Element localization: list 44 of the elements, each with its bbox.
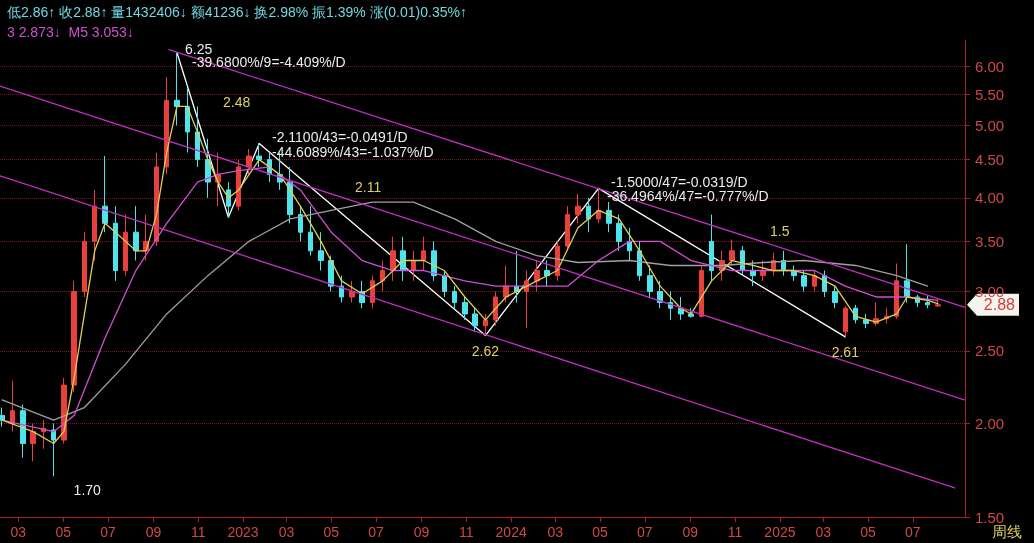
annotation: -2.1100/43=-0.0491/D bbox=[272, 129, 408, 145]
chart-title: 低2.86↑ 收2.88↑ 量1432406↓ 额41236↓ 换2.98% 振1.39% 涨(0.01)0.35%↑ bbox=[7, 4, 467, 20]
x-tick-label: 05 bbox=[55, 524, 72, 540]
annotation: -1.5000/47=-0.0319/D bbox=[611, 174, 748, 190]
annotation: 2.48 bbox=[223, 94, 251, 110]
y-tick-label: 4.50 bbox=[975, 151, 1005, 169]
y-tick-label: 5.50 bbox=[975, 85, 1005, 103]
x-tick-label: 2024 bbox=[495, 524, 527, 540]
annotation: 6.25 bbox=[184, 40, 213, 57]
x-tick-label: 07 bbox=[368, 524, 385, 540]
text: 周线 bbox=[992, 523, 1022, 540]
x-tick-label: 09 bbox=[413, 524, 430, 540]
x-tick-label: 11 bbox=[191, 524, 206, 540]
annotation: -44.6089%/43=-1.037%/D bbox=[272, 144, 434, 160]
x-tick-label: 2023 bbox=[227, 524, 259, 540]
y-tick-label: 6.00 bbox=[975, 57, 1005, 75]
x-tick-label: 11 bbox=[459, 524, 474, 540]
x-tick-label: 05 bbox=[592, 524, 608, 540]
y-tick-label: 4.00 bbox=[975, 189, 1005, 207]
x-tick-label: 03 bbox=[547, 524, 564, 540]
x-tick-label: 11 bbox=[727, 524, 743, 540]
annotation: 1.5 bbox=[770, 223, 790, 239]
x-tick-label: 09 bbox=[682, 524, 699, 540]
annotation: 2.61 bbox=[831, 343, 860, 360]
y-tick-label: 1.50 bbox=[975, 508, 1005, 526]
x-tick-label: 07 bbox=[637, 524, 653, 540]
x-tick-label: 03 bbox=[815, 524, 832, 540]
x-tick-label: 07 bbox=[905, 524, 921, 540]
x-tick-label: 05 bbox=[860, 524, 877, 540]
y-tick-label: 2.50 bbox=[975, 342, 1005, 360]
annotation: 2.62 bbox=[471, 342, 500, 359]
x-tick-label: 07 bbox=[100, 524, 116, 540]
x-tick-label: 2025 bbox=[764, 524, 796, 540]
y-tick-label: 3.50 bbox=[975, 232, 1005, 250]
x-tick-label: 03 bbox=[10, 524, 27, 540]
annotation: 1.70 bbox=[73, 482, 102, 499]
x-tick-label: 03 bbox=[278, 524, 295, 540]
chart-subtitle: 3 2.873↓ M5 3.053↓ bbox=[7, 24, 134, 40]
annotation: 2.88 bbox=[983, 296, 1016, 314]
y-tick-label: 2.00 bbox=[975, 414, 1005, 432]
x-tick-label: 09 bbox=[145, 524, 162, 540]
annotation: 2.11 bbox=[355, 179, 382, 195]
y-tick-label: 5.00 bbox=[975, 116, 1005, 134]
x-tick-label: 05 bbox=[323, 524, 340, 540]
